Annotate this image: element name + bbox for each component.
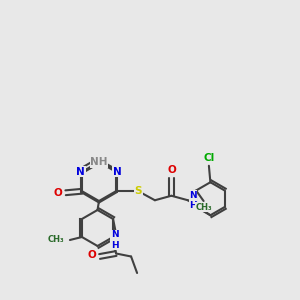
Text: O: O (167, 165, 176, 175)
Text: N: N (113, 167, 122, 177)
Text: N: N (76, 167, 85, 177)
Text: NH: NH (90, 157, 108, 167)
Text: O: O (54, 188, 62, 198)
Text: S: S (135, 186, 142, 196)
Text: O: O (88, 250, 97, 260)
Text: CH₃: CH₃ (47, 236, 64, 244)
Text: N
H: N H (189, 190, 197, 210)
Text: N
H: N H (111, 230, 119, 250)
Text: CH₃: CH₃ (196, 202, 212, 211)
Text: Cl: Cl (203, 153, 214, 163)
